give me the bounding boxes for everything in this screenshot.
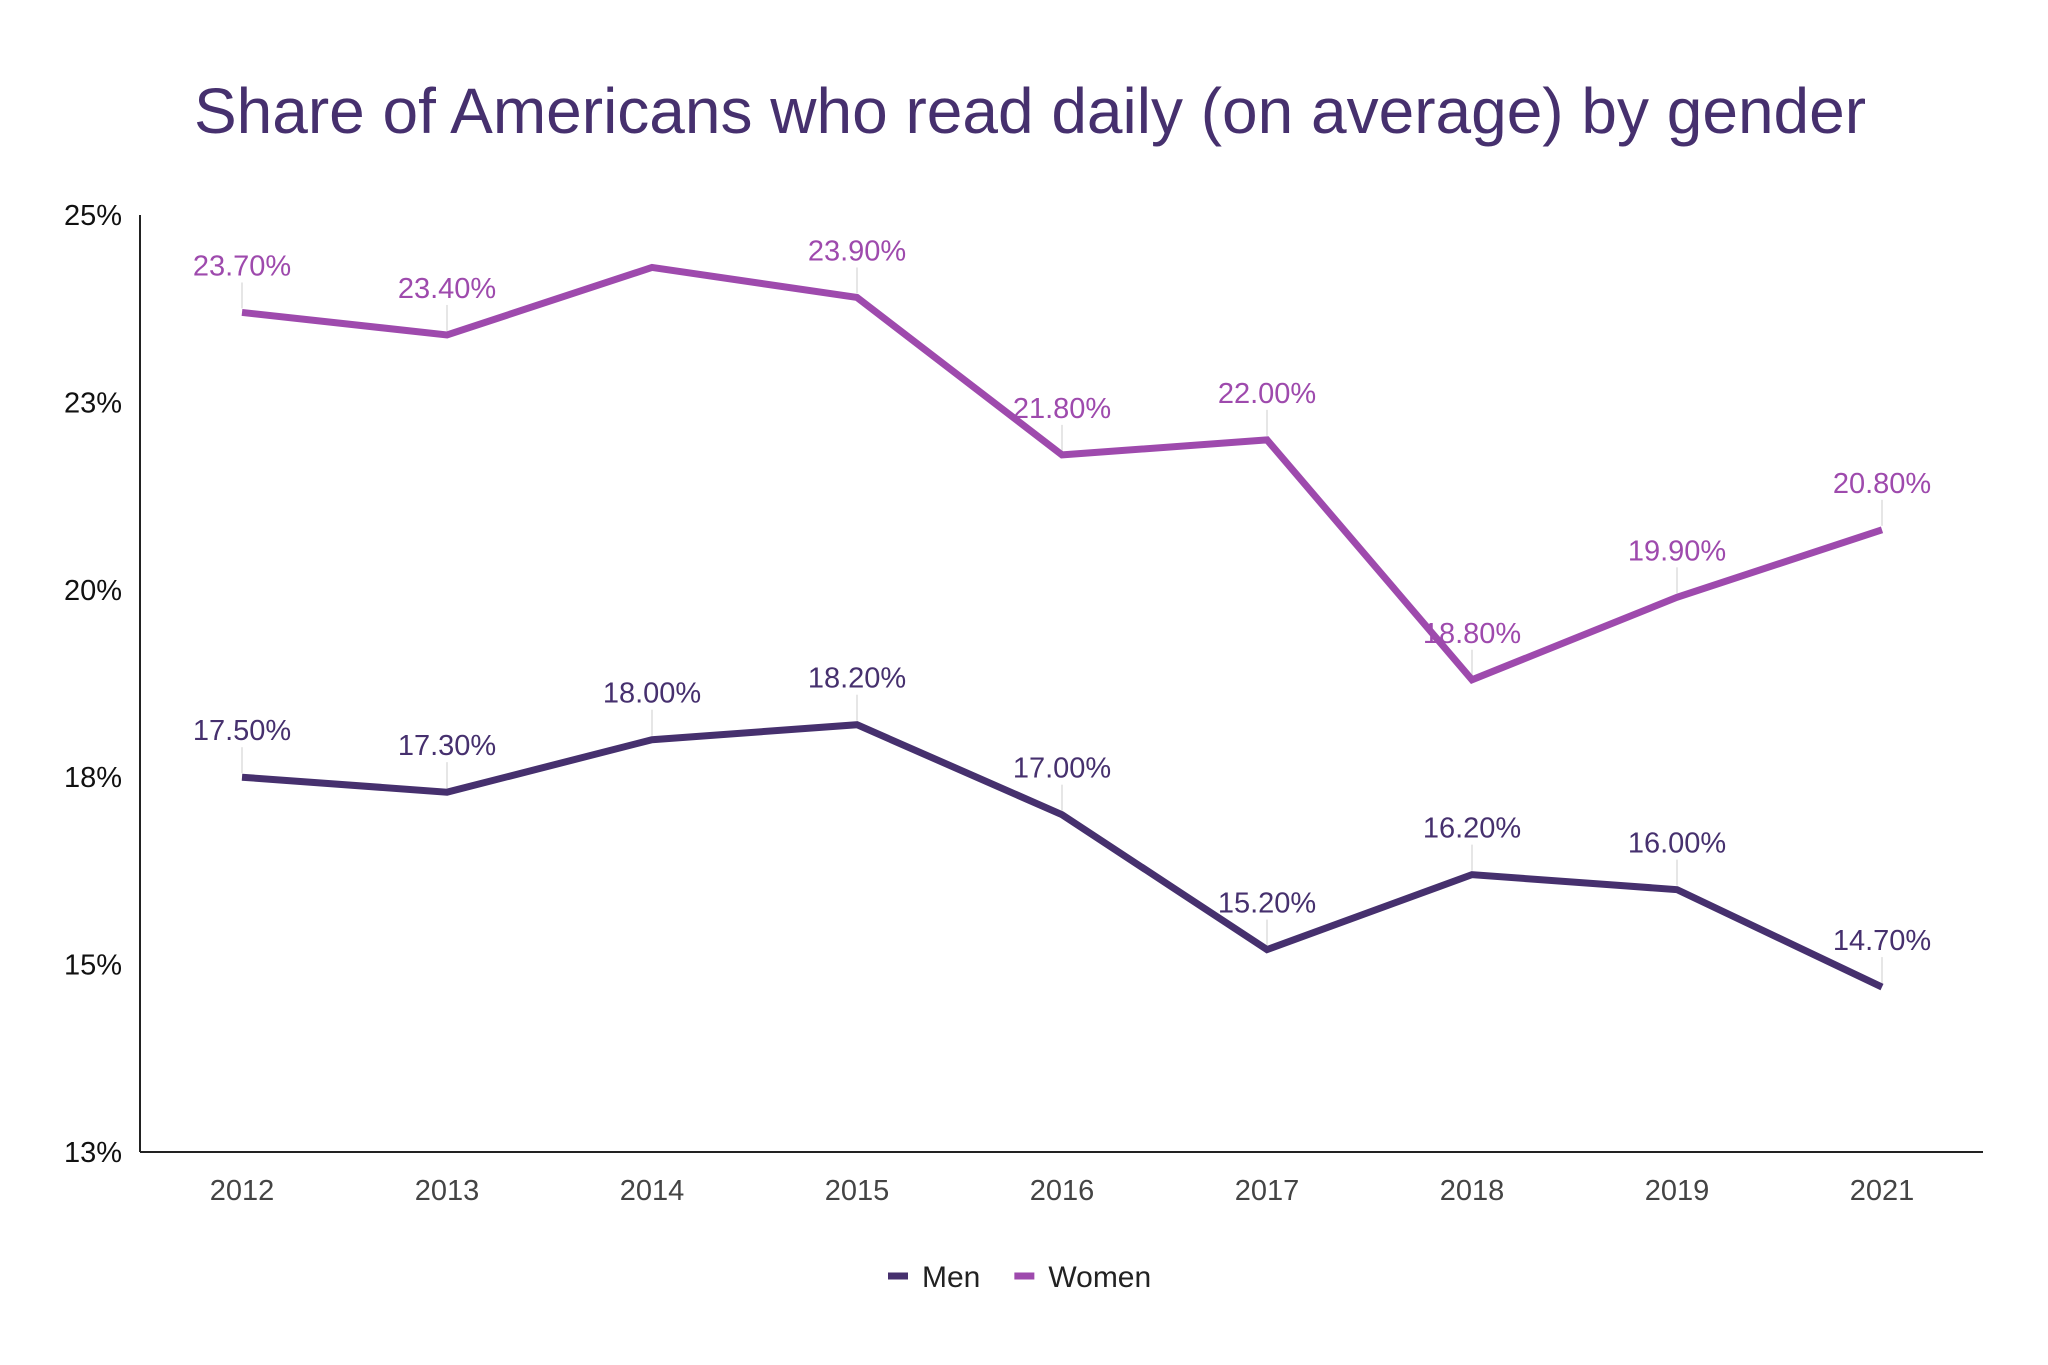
series-men: 17.50% 17.30% 18.00% 18.20% 17.00% 15.20% 16.2… xyxy=(193,663,1931,991)
legend-item-women: Women xyxy=(1014,1261,1151,1294)
y-tick-label: 23% xyxy=(64,387,122,419)
y-tick-label: 18% xyxy=(64,762,122,794)
data-label: 17.00% xyxy=(1013,753,1111,785)
data-label: 19.90% xyxy=(1628,535,1726,567)
data-label: 15.20% xyxy=(1218,888,1316,920)
x-tick-label: 2013 xyxy=(415,1175,480,1207)
data-label: 21.80% xyxy=(1013,393,1111,425)
y-tick-label: 15% xyxy=(64,950,122,982)
chart-title: Share of Americans who read daily (on av… xyxy=(194,75,1866,147)
data-label: 22.00% xyxy=(1218,378,1316,410)
data-label: 17.50% xyxy=(193,715,291,747)
series-line-women xyxy=(241,263,1884,684)
data-label: 23.90% xyxy=(808,235,906,267)
x-tick-label: 2021 xyxy=(1850,1175,1915,1207)
data-label: 17.30% xyxy=(398,730,496,762)
x-tick-label: 2016 xyxy=(1030,1175,1095,1207)
data-label: 20.80% xyxy=(1833,468,1931,500)
data-label: 23.70% xyxy=(193,250,291,282)
x-tick-label: 2012 xyxy=(210,1175,275,1207)
data-label: 18.20% xyxy=(808,663,906,695)
y-tick-label: 13% xyxy=(64,1137,122,1169)
data-label: 14.70% xyxy=(1833,925,1931,957)
series-line-men xyxy=(241,721,1884,991)
x-tick-label: 2019 xyxy=(1645,1175,1710,1207)
x-tick-label: 2017 xyxy=(1235,1175,1300,1207)
y-tick-label: 20% xyxy=(64,575,122,607)
data-label: 18.80% xyxy=(1423,618,1521,650)
data-label: 23.40% xyxy=(398,273,496,305)
x-tick-label: 2015 xyxy=(825,1175,890,1207)
legend-item-men: Men xyxy=(888,1261,980,1294)
legend-label: Men xyxy=(922,1261,980,1294)
data-label: 16.00% xyxy=(1628,828,1726,860)
data-label: 16.20% xyxy=(1423,813,1521,845)
y-tick-label: 25% xyxy=(64,200,122,232)
legend-label: Women xyxy=(1048,1261,1151,1294)
series-women: 23.70% 23.40% 23.90% 21.80% 22.00% 18.80% 19.9… xyxy=(193,235,1931,684)
x-tick-label: 2018 xyxy=(1440,1175,1505,1207)
x-tick-label: 2014 xyxy=(620,1175,685,1207)
data-label: 18.00% xyxy=(603,678,701,710)
